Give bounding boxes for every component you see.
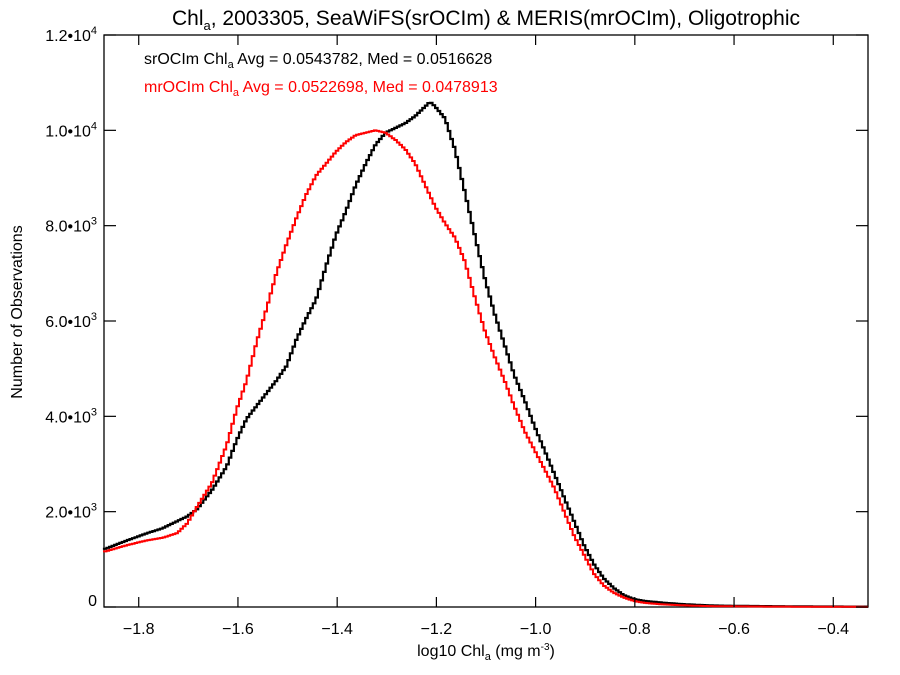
- y-tick-label: 4.0•103: [45, 406, 97, 426]
- legend-srocim-stats: Avg = 0.0543782, Med = 0.0516628: [234, 51, 493, 68]
- x-tick-label: −0.8: [619, 621, 651, 638]
- series-line-mrocim: [103, 129, 868, 608]
- y-tick-label: 6.0•103: [45, 311, 97, 331]
- legend-srocim-text: srOCIm Chl: [144, 51, 228, 68]
- legend-entry-srocim: srOCIm Chla Avg = 0.0543782, Med = 0.051…: [144, 51, 492, 71]
- x-axis-label-superscript: -3: [541, 642, 550, 653]
- x-axis-label-mid: (mg m: [491, 643, 541, 660]
- legend-srocim-subscript: a: [228, 59, 235, 71]
- series-layer: [102, 101, 868, 608]
- legend: srOCIm Chla Avg = 0.0543782, Med = 0.051…: [144, 51, 498, 99]
- x-tick-label: −1.8: [123, 621, 155, 638]
- x-tick-label: −0.6: [718, 621, 750, 638]
- x-tick-label: −1.2: [421, 621, 453, 638]
- x-axis-label: log10 Chla (mg m-3): [417, 642, 555, 663]
- chart-title-rest: , 2003305, SeaWiFS(srOCIm) & MERIS(mrOCI…: [211, 7, 800, 30]
- chart-title: Chla, 2003305, SeaWiFS(srOCIm) & MERIS(m…: [172, 7, 800, 33]
- legend-entry-mrocim: mrOCIm Chla Avg = 0.0522698, Med = 0.047…: [144, 79, 498, 99]
- y-tick-label: 1.2•104: [45, 25, 97, 45]
- x-tick-label: −1.0: [520, 621, 552, 638]
- y-tick-label: 2.0•103: [45, 502, 97, 522]
- chart-title-subscript: a: [203, 18, 211, 33]
- legend-mrocim-stats: Avg = 0.0522698, Med = 0.0478913: [239, 79, 498, 96]
- legend-mrocim-subscript: a: [233, 87, 240, 99]
- y-tick-label: 8.0•103: [45, 216, 97, 236]
- x-axis-ticks: −1.8 −1.6 −1.4 −1.2 −1.0 −0.8 −0.6 −0.4: [123, 35, 849, 638]
- chart-title-main: Chl: [172, 7, 204, 30]
- legend-mrocim-text: mrOCIm Chl: [144, 79, 233, 96]
- x-axis-label-pre: log10 Chl: [417, 643, 485, 660]
- y-axis-label: Number of Observations: [9, 225, 26, 398]
- y-axis-ticks: 0 2.0•103 4.0•103 6.0•103 8.0•103 1.0•104 1.2•…: [45, 25, 868, 610]
- x-axis-label-subscript: a: [485, 651, 492, 663]
- x-tick-label: −1.6: [222, 621, 254, 638]
- series-line-srocim: [102, 101, 868, 608]
- y-tick-label: 0: [88, 593, 97, 610]
- x-axis-label-post: ): [550, 643, 555, 660]
- x-tick-label: −1.4: [321, 621, 353, 638]
- plot-frame: [103, 34, 869, 608]
- y-tick-label: 1.0•104: [45, 120, 97, 140]
- x-tick-label: −0.4: [817, 621, 849, 638]
